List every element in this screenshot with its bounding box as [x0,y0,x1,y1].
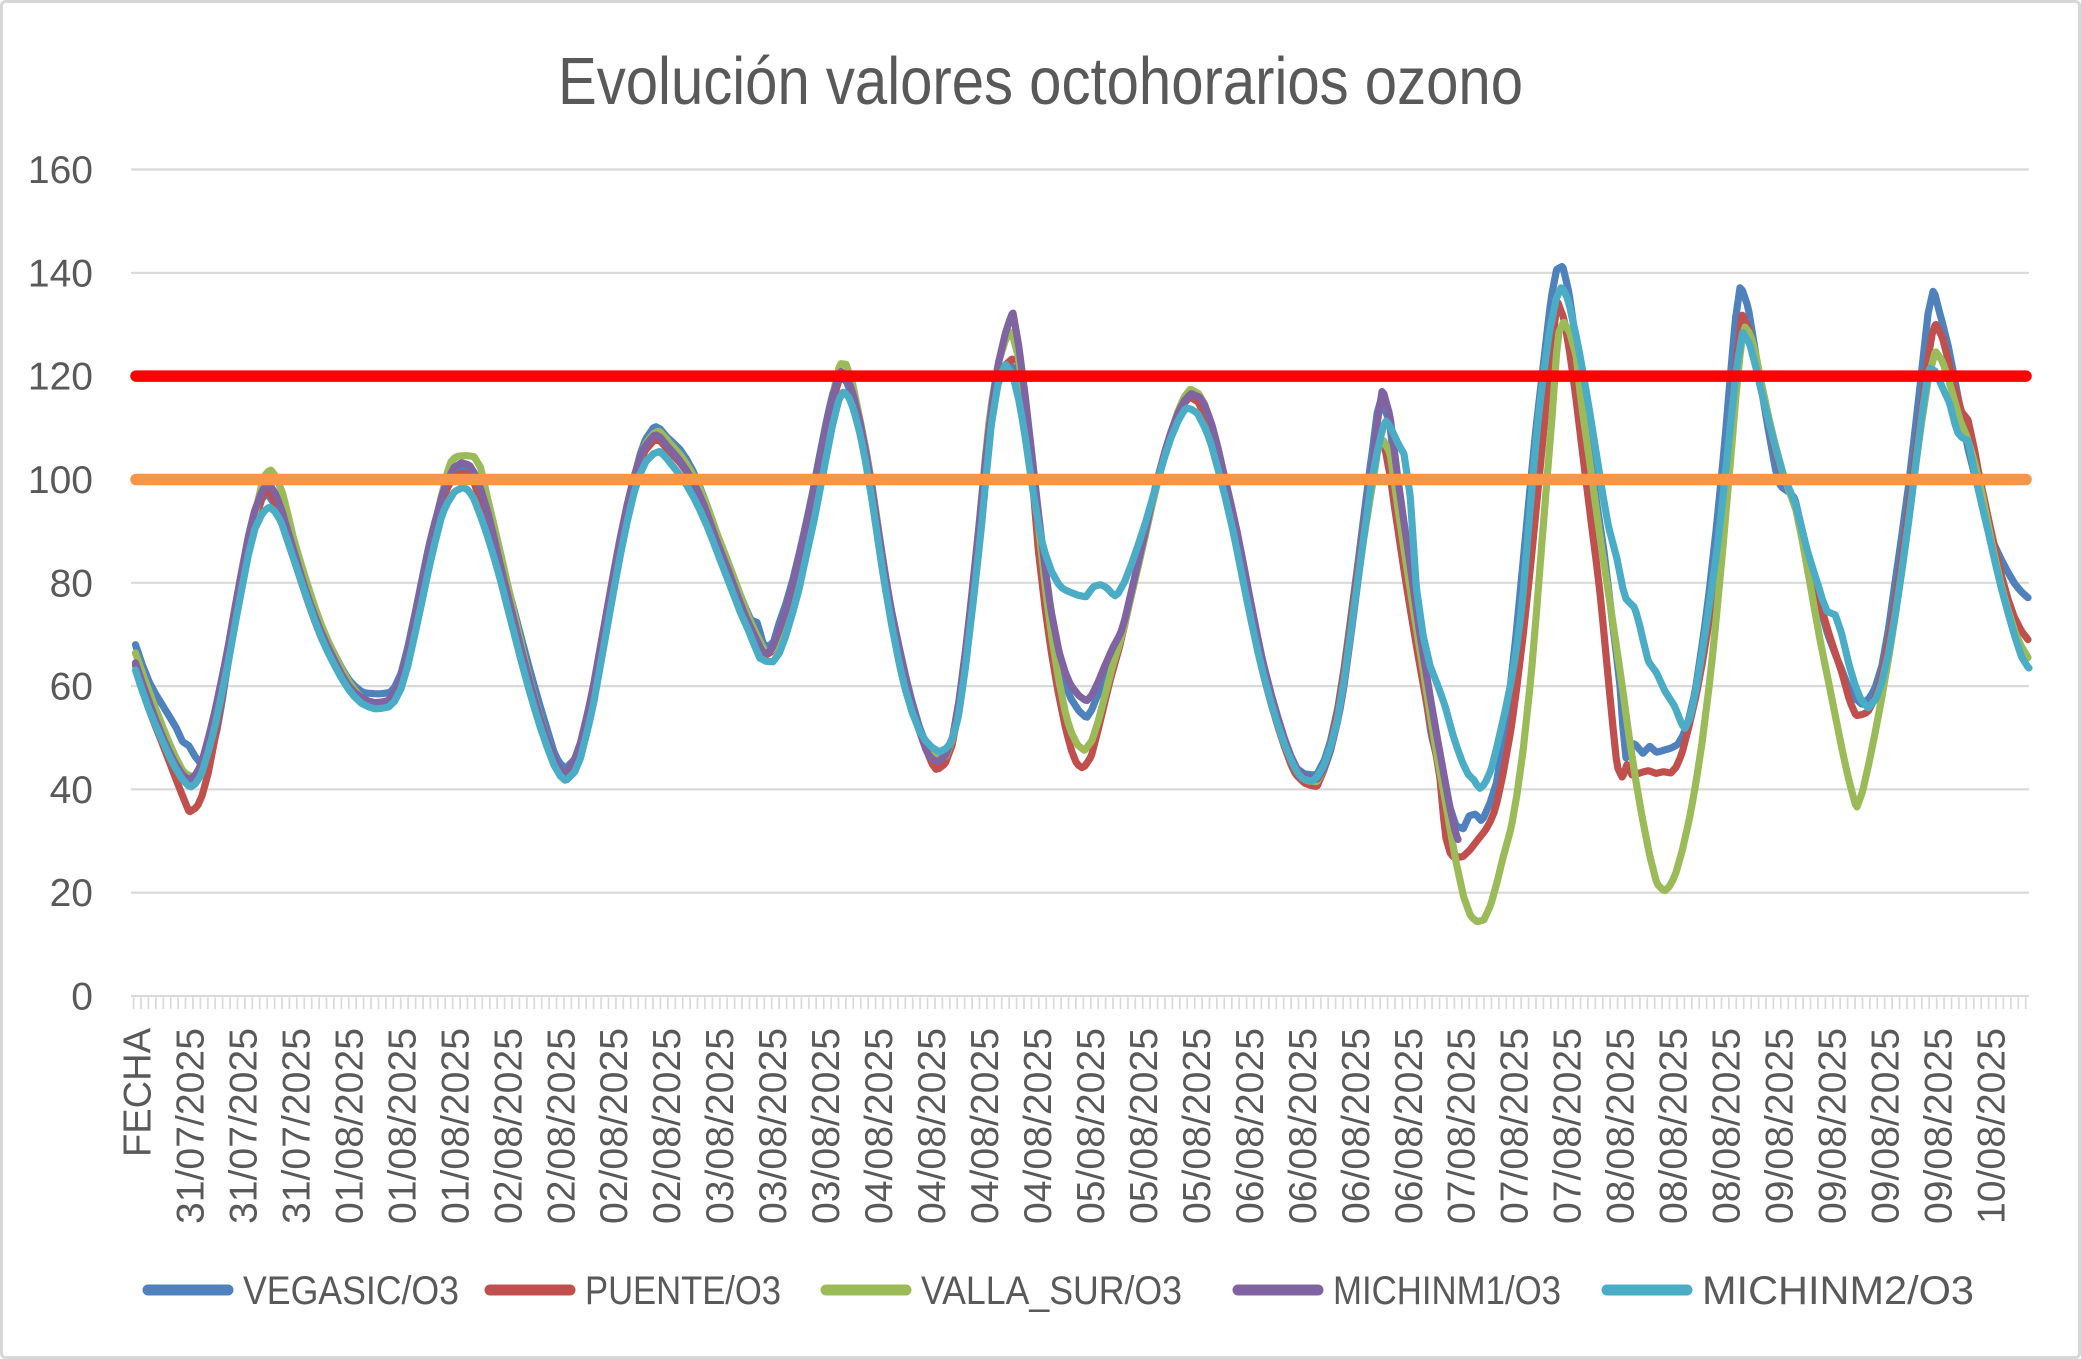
svg-text:02/08/2025: 02/08/2025 [593,1028,636,1224]
svg-text:09/08/2025: 09/08/2025 [1812,1028,1855,1224]
svg-text:03/08/2025: 03/08/2025 [752,1028,795,1224]
svg-text:05/08/2025: 05/08/2025 [1176,1028,1219,1224]
svg-text:120: 120 [28,356,93,399]
svg-text:02/08/2025: 02/08/2025 [487,1028,530,1224]
svg-text:PUENTE/O3: PUENTE/O3 [585,1269,781,1313]
svg-text:05/08/2025: 05/08/2025 [1070,1028,1113,1224]
svg-text:01/08/2025: 01/08/2025 [381,1028,424,1224]
svg-text:MICHINM2/O3: MICHINM2/O3 [1702,1269,1974,1313]
svg-text:06/08/2025: 06/08/2025 [1388,1028,1431,1224]
svg-text:08/08/2025: 08/08/2025 [1653,1028,1696,1224]
svg-text:04/08/2025: 04/08/2025 [1017,1028,1060,1224]
svg-text:09/08/2025: 09/08/2025 [1759,1028,1802,1224]
svg-text:FECHA: FECHA [117,1028,160,1157]
svg-text:31/07/2025: 31/07/2025 [222,1028,265,1224]
svg-text:04/08/2025: 04/08/2025 [964,1028,1007,1224]
svg-text:06/08/2025: 06/08/2025 [1335,1028,1378,1224]
svg-text:0: 0 [71,976,93,1019]
svg-text:06/08/2025: 06/08/2025 [1282,1028,1325,1224]
svg-text:Evolución valores octohorarios: Evolución valores octohorarios ozono [558,44,1523,119]
svg-text:03/08/2025: 03/08/2025 [805,1028,848,1224]
svg-text:20: 20 [50,872,93,915]
svg-text:40: 40 [50,769,93,812]
svg-text:60: 60 [50,666,93,709]
svg-text:160: 160 [28,149,93,192]
svg-text:06/08/2025: 06/08/2025 [1229,1028,1272,1224]
svg-text:02/08/2025: 02/08/2025 [646,1028,689,1224]
svg-text:10/08/2025: 10/08/2025 [1971,1028,2014,1224]
svg-text:09/08/2025: 09/08/2025 [1865,1028,1908,1224]
svg-text:09/08/2025: 09/08/2025 [1918,1028,1961,1224]
svg-text:01/08/2025: 01/08/2025 [434,1028,477,1224]
svg-text:01/08/2025: 01/08/2025 [328,1028,371,1224]
svg-text:04/08/2025: 04/08/2025 [911,1028,954,1224]
svg-text:100: 100 [28,459,93,502]
svg-text:07/08/2025: 07/08/2025 [1494,1028,1537,1224]
svg-text:04/08/2025: 04/08/2025 [858,1028,901,1224]
svg-text:80: 80 [50,562,93,605]
svg-text:MICHINM1/O3: MICHINM1/O3 [1333,1269,1561,1313]
svg-text:VEGASIC/O3: VEGASIC/O3 [243,1269,459,1313]
svg-text:31/07/2025: 31/07/2025 [275,1028,318,1224]
svg-text:08/08/2025: 08/08/2025 [1706,1028,1749,1224]
svg-text:05/08/2025: 05/08/2025 [1123,1028,1166,1224]
svg-text:07/08/2025: 07/08/2025 [1441,1028,1484,1224]
svg-text:31/07/2025: 31/07/2025 [170,1028,213,1224]
svg-text:03/08/2025: 03/08/2025 [699,1028,742,1224]
svg-text:08/08/2025: 08/08/2025 [1600,1028,1643,1224]
svg-text:02/08/2025: 02/08/2025 [540,1028,583,1224]
svg-text:140: 140 [28,252,93,295]
svg-text:VALLA_SUR/O3: VALLA_SUR/O3 [921,1269,1182,1313]
svg-text:07/08/2025: 07/08/2025 [1547,1028,1590,1224]
